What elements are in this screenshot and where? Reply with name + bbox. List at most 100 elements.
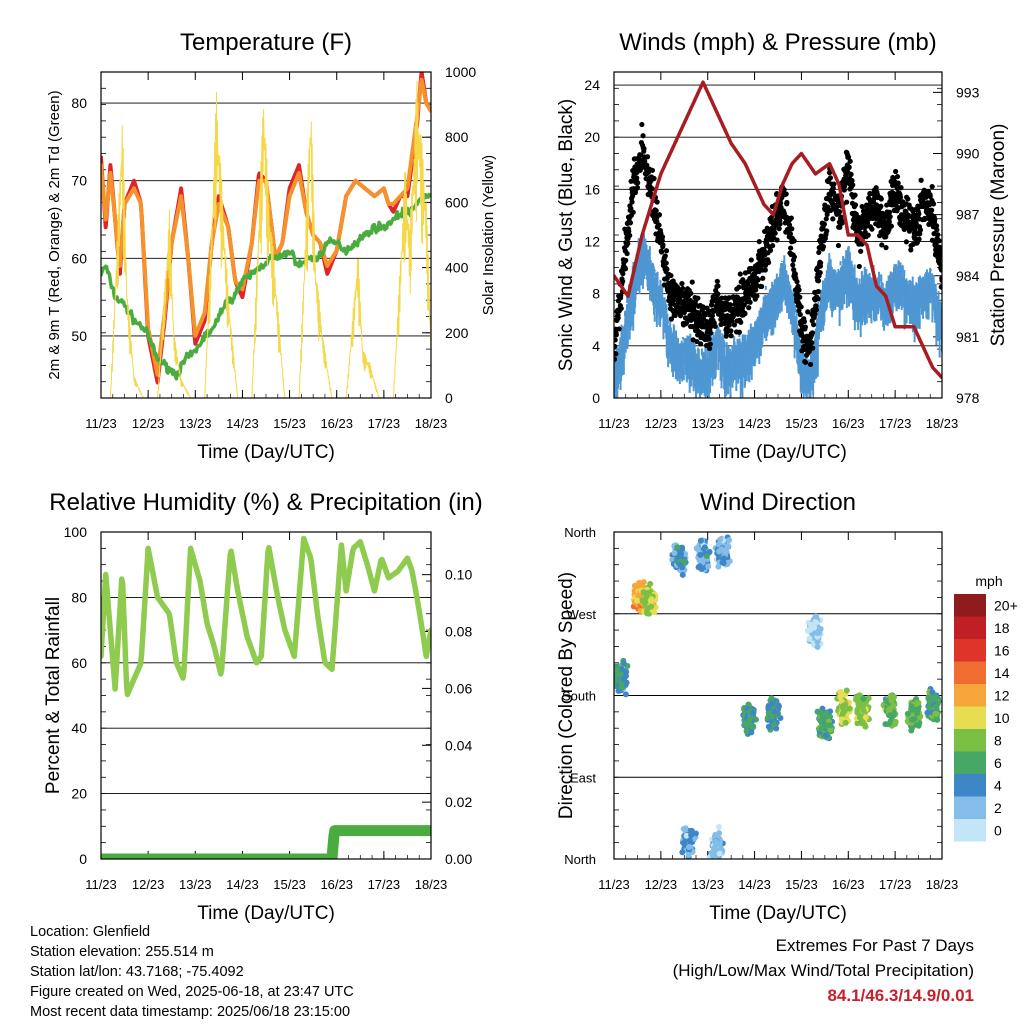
x-tick-label: 12/23 (645, 877, 678, 892)
gust-point (848, 171, 854, 177)
direction-point (765, 723, 772, 730)
gust-point (729, 318, 735, 324)
legend-swatch (954, 684, 986, 707)
gust-point (938, 267, 942, 273)
gust-point (837, 224, 843, 230)
gust-point (649, 186, 655, 192)
y-right-tick-label: 0.02 (445, 794, 472, 810)
gust-point (858, 248, 864, 254)
direction-point (932, 703, 939, 710)
direction-point (620, 660, 627, 667)
direction-point (671, 549, 678, 556)
gust-point (852, 202, 859, 208)
station-info: Location: Glenfield Station elevation: 2… (30, 922, 354, 1022)
x-axis-label: Time (Day/UTC) (709, 442, 847, 463)
gust-point (731, 322, 738, 328)
gust-point (905, 196, 911, 202)
gust-point (937, 251, 942, 257)
x-tick-label: 13/23 (691, 416, 724, 431)
gust-point (913, 220, 919, 227)
direction-point (908, 703, 915, 710)
y-right-tick-label: 0.08 (445, 624, 472, 640)
gust-point (888, 223, 894, 229)
gust-point (817, 270, 823, 276)
gust-point (620, 278, 626, 285)
x-tick-label: 16/23 (320, 416, 353, 431)
gust-point (614, 343, 618, 349)
y-right-tick-label: 987 (956, 207, 980, 223)
series-2m-td (101, 191, 431, 381)
gust-point (660, 242, 666, 248)
legend-swatch (954, 729, 986, 752)
gust-point (614, 337, 618, 343)
y-tick-label: 0 (592, 390, 600, 406)
gust-point (908, 247, 914, 253)
gust-point (727, 302, 734, 308)
extremes-title: Extremes For Past 7 Days (775, 936, 974, 955)
x-tick-label: 15/23 (785, 877, 818, 892)
legend-swatch (954, 594, 986, 617)
direction-point (718, 546, 725, 553)
gust-point (626, 228, 632, 234)
x-tick-label: 11/23 (598, 877, 630, 892)
y-tick-label: South (562, 689, 596, 704)
gust-point (620, 271, 626, 277)
gust-point (796, 308, 802, 314)
direction-point (885, 721, 892, 728)
legend-swatch (954, 751, 986, 774)
x-tick-label: 15/23 (273, 877, 306, 892)
extremes-values: 84.1/46.3/14.9/0.01 (827, 986, 974, 1005)
gust-point (618, 292, 624, 299)
gust-point (912, 225, 918, 231)
y-right-tick-label: 990 (956, 146, 980, 162)
direction-point (674, 544, 681, 551)
y-right-tick-label: 0.04 (445, 737, 472, 753)
station-elevation: Station elevation: 255.514 m (30, 944, 214, 960)
gust-point (762, 267, 768, 273)
direction-point (769, 700, 776, 707)
legend-swatch (954, 819, 986, 842)
gust-point (651, 175, 657, 182)
series-solar-insolation (101, 80, 431, 398)
x-tick-label: 11/23 (598, 416, 630, 431)
gust-point (644, 162, 650, 168)
gust-point (812, 311, 818, 317)
gust-point (841, 187, 847, 193)
y-tick-label: 20 (584, 129, 600, 145)
y-axis-label: 2m & 9m T (Red, Orange) & 2m Td (Green) (46, 90, 63, 379)
direction-point (840, 709, 847, 716)
station-latlon: Station lat/lon: 43.7168; -75.4092 (30, 964, 244, 980)
gust-point (883, 245, 889, 251)
direction-point (926, 704, 933, 711)
legend-label: 18 (994, 620, 1010, 636)
chart-title: Wind Direction (700, 489, 856, 516)
y-right-tick-label: 200 (445, 325, 469, 341)
x-tick-label: 14/23 (226, 877, 259, 892)
legend-label: 20+ (994, 597, 1018, 613)
gust-point (770, 243, 776, 249)
x-tick-label: 12/23 (132, 877, 165, 892)
gust-point (830, 189, 837, 196)
gust-point (821, 221, 827, 227)
gust-point (663, 260, 669, 266)
direction-point (747, 722, 754, 729)
direction-point (892, 718, 899, 725)
y-tick-label: 60 (71, 655, 87, 671)
x-tick-label: 14/23 (738, 416, 771, 431)
gust-point (639, 121, 645, 128)
gust-point (623, 257, 629, 263)
direction-point (647, 580, 654, 587)
y-tick-label: 8 (592, 286, 600, 302)
gust-point (630, 209, 636, 215)
gust-point (816, 249, 822, 256)
gust-point (879, 242, 885, 248)
direction-point (924, 709, 931, 716)
gust-point (784, 199, 790, 206)
gust-point (826, 170, 833, 176)
gust-point (844, 199, 850, 205)
series-relative-humidity (101, 535, 431, 698)
gust-point (824, 228, 830, 234)
gust-point (772, 230, 778, 236)
gust-point (818, 260, 824, 266)
gust-point (774, 237, 780, 243)
